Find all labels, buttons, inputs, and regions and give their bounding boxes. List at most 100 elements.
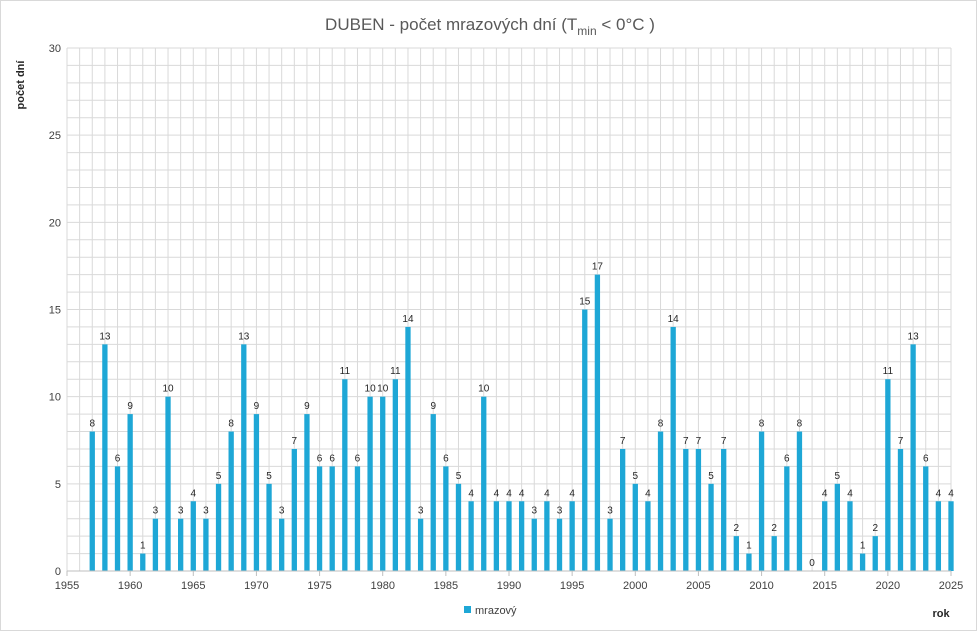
bar <box>279 518 285 571</box>
data-label: 13 <box>99 331 111 342</box>
chart-title-tail: < 0°C ) <box>597 15 655 34</box>
bar <box>102 344 108 571</box>
data-label: 8 <box>89 419 95 430</box>
data-label: 2 <box>872 523 878 534</box>
data-label: 9 <box>430 401 436 412</box>
data-label: 4 <box>948 488 954 499</box>
y-tick-label: 30 <box>49 43 61 55</box>
bar <box>872 536 878 571</box>
data-label: 1 <box>746 541 752 552</box>
bar <box>556 518 563 571</box>
bar <box>215 483 222 571</box>
bar <box>531 518 537 571</box>
bar <box>455 483 462 571</box>
y-tick-label: 10 <box>49 392 61 404</box>
bar <box>354 466 361 571</box>
legend-swatch <box>464 606 471 613</box>
x-tick-label: 1995 <box>560 580 584 592</box>
bar <box>443 466 449 571</box>
bar <box>721 448 727 571</box>
data-label: 4 <box>569 488 575 499</box>
bar <box>89 431 95 571</box>
bar <box>152 518 159 571</box>
bar <box>935 501 942 571</box>
data-label: 2 <box>734 523 740 534</box>
bar <box>683 448 689 571</box>
data-label: 11 <box>883 366 894 377</box>
data-label: 7 <box>898 436 904 447</box>
bar <box>165 396 171 571</box>
bar <box>822 501 828 571</box>
x-tick-label: 2005 <box>686 580 710 592</box>
data-label: 2 <box>771 523 777 534</box>
chart-title-subscript: min <box>577 24 596 38</box>
chart-title: DUBEN - počet mrazových dní (Tmin < 0°C … <box>325 15 655 38</box>
bar <box>834 483 840 571</box>
y-tick-label: 5 <box>55 479 61 491</box>
bar <box>190 501 196 571</box>
x-tick-label: 2000 <box>623 580 647 592</box>
bar <box>430 414 436 571</box>
data-label: 11 <box>340 366 351 377</box>
data-label: 6 <box>923 453 929 464</box>
bar <box>468 501 474 571</box>
bar <box>178 518 184 571</box>
data-label: 14 <box>402 314 414 325</box>
data-label: 3 <box>203 506 209 517</box>
bar <box>758 431 765 571</box>
data-label: 3 <box>557 506 563 517</box>
data-label: 4 <box>494 488 500 499</box>
bar <box>657 431 664 571</box>
bar <box>569 501 575 571</box>
bar <box>203 518 209 571</box>
bar <box>771 536 777 571</box>
data-label: 11 <box>390 366 401 377</box>
data-label: 10 <box>377 384 389 395</box>
data-label: 13 <box>908 331 920 342</box>
data-label: 1 <box>860 541 866 552</box>
bar <box>417 518 424 571</box>
data-label: 5 <box>708 471 714 482</box>
data-label: 5 <box>633 471 639 482</box>
data-label: 3 <box>531 506 537 517</box>
bar <box>796 431 803 571</box>
bar <box>228 431 234 571</box>
bar <box>518 501 525 571</box>
data-label: 8 <box>759 419 765 430</box>
data-label: 7 <box>292 436 298 447</box>
x-tick-label: 2010 <box>749 580 773 592</box>
data-label: 4 <box>544 488 550 499</box>
x-tick-label: 1955 <box>55 580 79 592</box>
data-label: 9 <box>304 401 310 412</box>
bar <box>392 379 398 571</box>
x-axis-label: rok <box>932 608 950 620</box>
data-label: 8 <box>797 419 803 430</box>
bar <box>316 466 323 571</box>
data-label: 14 <box>668 314 680 325</box>
x-tick-label: 1960 <box>118 580 142 592</box>
bar <box>620 448 626 571</box>
bar <box>367 396 373 571</box>
bar <box>632 483 638 571</box>
bar <box>380 396 386 571</box>
bar <box>291 448 297 571</box>
x-tick-label: 2015 <box>812 580 836 592</box>
bar <box>948 501 954 571</box>
x-tick-label: 2025 <box>939 580 963 592</box>
bar <box>329 466 335 571</box>
bar <box>859 553 866 571</box>
data-label: 3 <box>178 506 184 517</box>
bar <box>506 501 512 571</box>
legend-label: mrazový <box>475 605 517 617</box>
bars <box>89 274 954 571</box>
data-label: 1 <box>140 541 146 552</box>
data-label: 10 <box>365 384 377 395</box>
data-label: 5 <box>216 471 222 482</box>
data-label: 17 <box>592 262 604 273</box>
x-tick-label: 1965 <box>181 580 205 592</box>
